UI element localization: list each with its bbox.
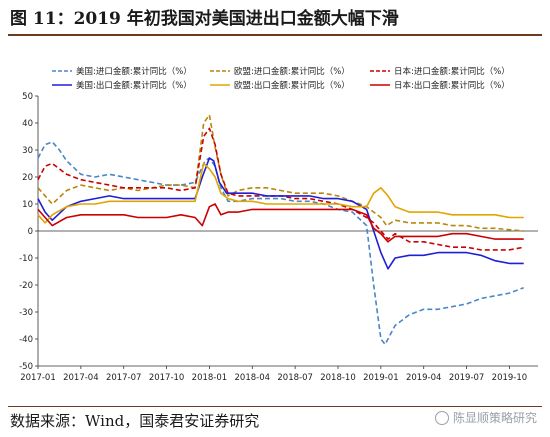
axes: -50 -40 -30 -20 -10 0 10 20 30 40 50 2017-01 2017-04…: [19, 92, 538, 383]
y-tick-label: 10: [22, 200, 33, 210]
y-tick-label: 30: [22, 146, 33, 156]
source-note: 数据来源：Wind，国泰君安证券研究: [10, 412, 260, 430]
legend-label-4: 美国:出口金额:累计同比（%）: [76, 80, 192, 91]
y-tick-label: -50: [19, 362, 33, 372]
x-tick-label: 2019-10: [492, 373, 528, 383]
x-tick-label: 2017-01: [20, 373, 56, 383]
series-line-2: [37, 114, 524, 232]
series-line-1: [37, 141, 524, 346]
series-line-4: [37, 157, 524, 270]
footer-rule: [8, 406, 542, 407]
series-line-6: [37, 203, 524, 243]
y-tick-label: 50: [22, 92, 33, 102]
legend-label-5: 欧盟:出口金额:累计同比（%）: [234, 80, 350, 91]
x-tick-label: 2018-04: [235, 373, 271, 383]
series-line-5: [37, 162, 524, 224]
series-line-3: [37, 127, 524, 251]
watermark-text: 陈显顺策略研究: [452, 411, 537, 425]
y-tick-label: 20: [22, 173, 33, 183]
figure-title: 图 11：2019 年初我国对美国进出口金额大幅下滑: [10, 9, 399, 29]
x-tick-label: 2018-10: [320, 373, 356, 383]
y-tick-label: -30: [19, 308, 33, 318]
x-tick-label: 2019-07: [449, 373, 485, 383]
legend-label-6: 日本:出口金额:累计同比（%）: [394, 80, 510, 91]
y-tick-label: -20: [19, 281, 33, 291]
watermark: 陈显顺策略研究: [431, 408, 540, 427]
title-rule: [8, 34, 542, 36]
legend: 美国:进口金额:累计同比（%） 欧盟:进口金额:累计同比（%） 日本:进口金额:累计…: [52, 66, 510, 91]
legend-label-1: 美国:进口金额:累计同比（%）: [76, 66, 192, 77]
y-tick-label: -40: [19, 335, 33, 345]
x-tick-label: 2017-04: [63, 373, 99, 383]
x-tick-label: 2019-01: [363, 373, 399, 383]
x-tick-label: 2018-01: [192, 373, 228, 383]
legend-label-3: 日本:进口金额:累计同比（%）: [394, 66, 510, 77]
wechat-icon: [434, 410, 449, 425]
y-tick-label: 0: [28, 227, 33, 237]
x-tick-label: 2017-07: [106, 373, 142, 383]
y-tick-label: -10: [19, 254, 33, 264]
y-tick-label: 40: [22, 119, 33, 129]
x-tick-label: 2019-04: [406, 373, 442, 383]
x-tick-label: 2018-07: [277, 373, 313, 383]
x-tick-label: 2017-10: [149, 373, 185, 383]
series-lines: [37, 114, 524, 346]
legend-label-2: 欧盟:进口金额:累计同比（%）: [234, 66, 350, 77]
